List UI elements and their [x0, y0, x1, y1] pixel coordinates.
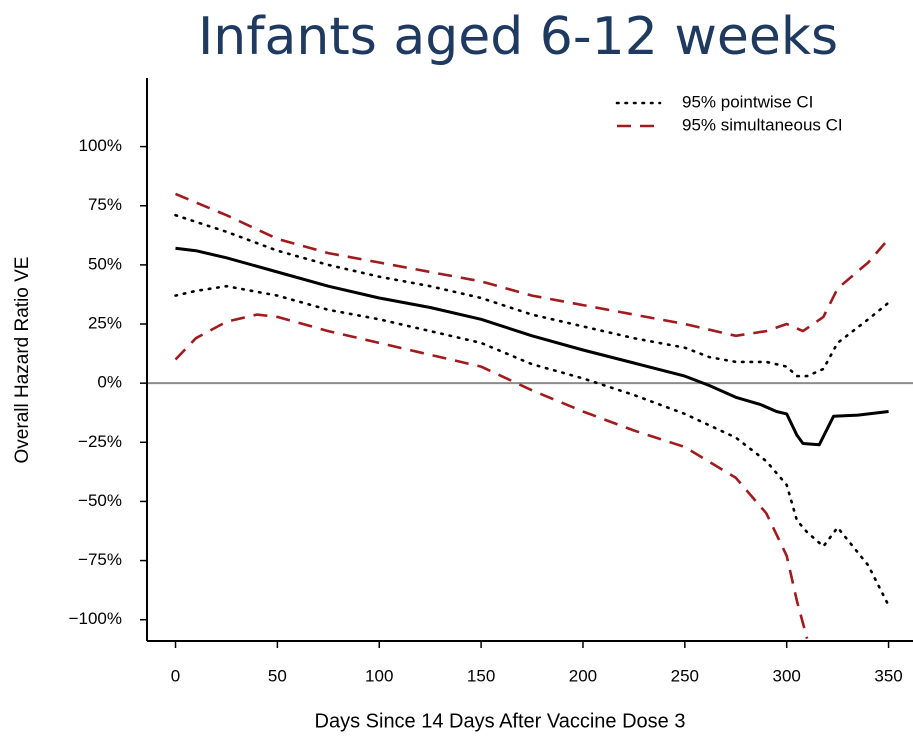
chart-title: Infants aged 6-12 weeks [198, 7, 838, 67]
y-tick-label: −25% [78, 432, 122, 451]
x-tick-label: 300 [773, 666, 801, 685]
line-series [174, 192, 890, 338]
x-tick-label: 100 [365, 666, 393, 685]
y-tick-label: 50% [88, 254, 122, 273]
x-tick-label: 0 [171, 666, 180, 685]
legend-label: 95% pointwise CI [682, 92, 813, 111]
line-series [175, 246, 889, 447]
line-series [174, 284, 890, 607]
y-axis-label: Overall Hazard Ratio VE [12, 257, 33, 464]
x-tick-label: 150 [467, 666, 495, 685]
y-tick-label: −50% [78, 491, 122, 510]
x-tick-label: 250 [671, 666, 699, 685]
y-tick-label: 25% [88, 314, 122, 333]
y-tick-label: 100% [79, 136, 122, 155]
x-axis-label: Days Since 14 Days After Vaccine Dose 3 [315, 710, 686, 732]
line-series [174, 313, 809, 639]
x-tick-label: 200 [569, 666, 597, 685]
y-tick-label: −75% [78, 550, 122, 569]
x-tick-label: 350 [874, 666, 902, 685]
legend-label: 95% simultaneous CI [682, 115, 843, 134]
line-series [174, 213, 890, 378]
y-tick-label: −100% [69, 609, 122, 628]
x-tick-label: 50 [268, 666, 287, 685]
y-tick-label: 0% [97, 373, 122, 392]
y-tick-label: 75% [88, 195, 122, 214]
